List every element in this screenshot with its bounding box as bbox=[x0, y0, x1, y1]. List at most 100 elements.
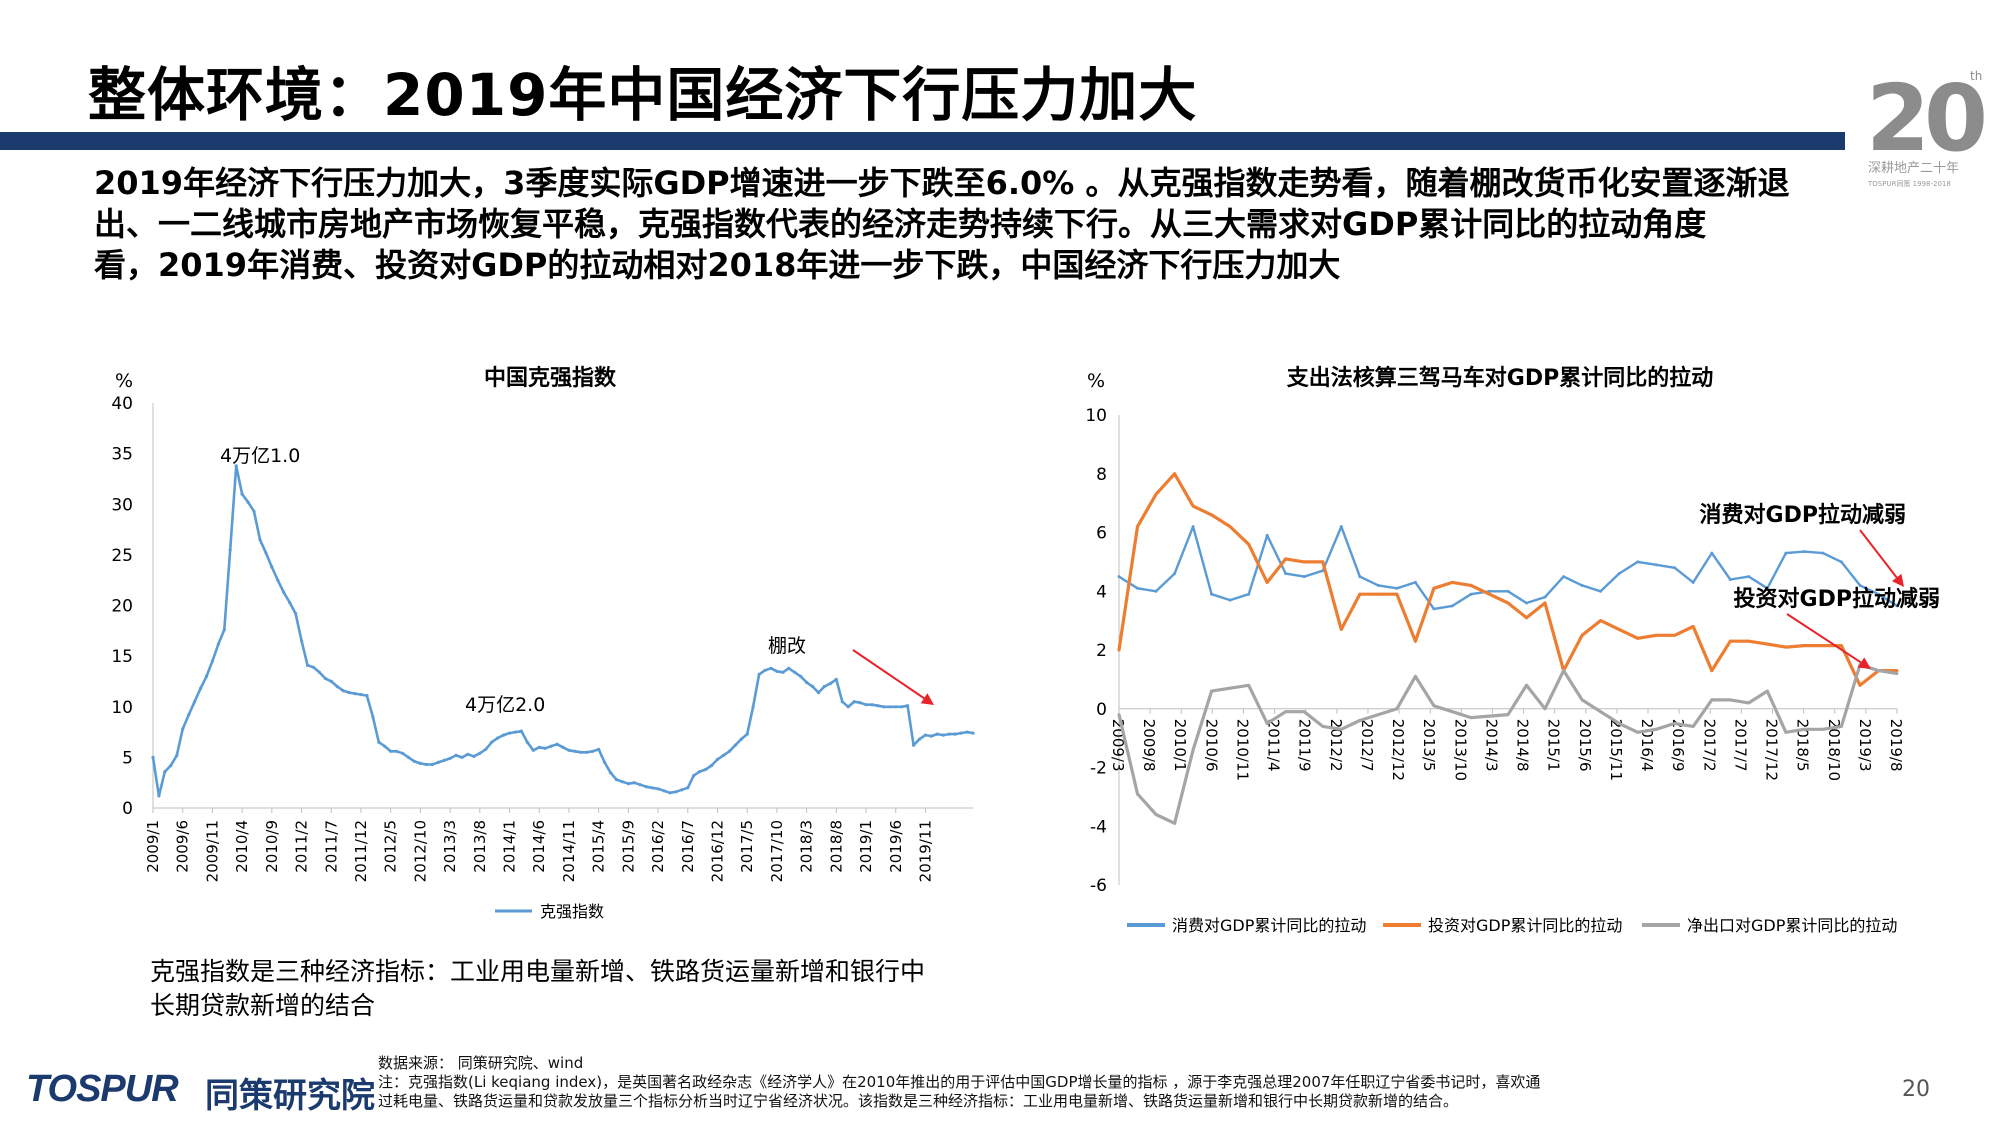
x-tick-label: 2017/7 bbox=[1731, 719, 1749, 772]
trend-arrow bbox=[1786, 613, 1862, 664]
x-tick-label: 2011/12 bbox=[352, 820, 370, 882]
x-tick-label: 2014/3 bbox=[1482, 719, 1500, 772]
data-point bbox=[1877, 592, 1880, 596]
y-tick-label: 20 bbox=[111, 597, 133, 617]
data-point bbox=[1247, 542, 1251, 546]
data-point bbox=[1376, 713, 1380, 717]
data-point bbox=[876, 704, 880, 708]
x-tick-label: 2014/11 bbox=[560, 820, 578, 882]
data-point bbox=[187, 713, 191, 717]
x-tick-label: 2015/9 bbox=[619, 820, 637, 873]
data-point bbox=[383, 744, 387, 748]
data-point bbox=[1821, 551, 1825, 555]
data-point bbox=[294, 612, 298, 616]
data-point bbox=[1543, 601, 1547, 605]
summary-line: 2019年经济下行压力加大，3季度实际GDP增速进一步下跌至6.0% 。从克强指… bbox=[94, 164, 1790, 202]
data-point bbox=[811, 684, 815, 689]
data-point bbox=[1210, 513, 1214, 517]
legend-label: 消费对GDP累计同比的拉动 bbox=[1172, 916, 1366, 935]
data-point bbox=[1673, 633, 1677, 637]
y-tick-label: 15 bbox=[111, 647, 133, 667]
x-tick-label: 2014/1 bbox=[501, 820, 519, 873]
data-point bbox=[1784, 730, 1788, 734]
data-point bbox=[1191, 504, 1195, 508]
x-tick-label: 2011/4 bbox=[1265, 719, 1283, 772]
data-point bbox=[525, 740, 529, 744]
data-point bbox=[1284, 710, 1288, 714]
data-point bbox=[668, 791, 672, 795]
data-point bbox=[1358, 592, 1362, 596]
y-tick-label: 2 bbox=[1096, 641, 1107, 661]
keqiang-note: 克强指数是三种经济指标：工业用电量新增、铁路货运量新增和银行中 长期贷款新增的结… bbox=[150, 955, 925, 1023]
x-tick-label: 2009/11 bbox=[203, 820, 221, 882]
title-underline-bar bbox=[0, 132, 1845, 150]
data-point bbox=[1895, 604, 1899, 608]
summary-line: 看，2019年消费、投资对GDP的拉动相对2018年进一步下跌，中国经济下行压力… bbox=[94, 246, 1341, 284]
data-point bbox=[834, 677, 838, 681]
data-point bbox=[1432, 586, 1436, 590]
x-tick-label: 2010/1 bbox=[1171, 719, 1189, 772]
data-point bbox=[371, 715, 375, 719]
y-tick-label: 40 bbox=[111, 394, 133, 414]
data-point bbox=[1839, 724, 1843, 728]
data-point bbox=[1488, 592, 1491, 596]
data-point bbox=[1321, 560, 1325, 564]
data-point bbox=[359, 693, 363, 697]
data-point bbox=[579, 750, 583, 754]
x-tick-label: 2015/4 bbox=[590, 820, 608, 873]
x-tick-label: 2012/10 bbox=[411, 820, 429, 882]
data-point bbox=[1654, 563, 1658, 567]
data-point bbox=[1599, 619, 1603, 623]
data-point bbox=[1376, 592, 1380, 596]
source-line: 数据来源： 同策研究院、wind bbox=[378, 1054, 584, 1072]
data-point bbox=[1506, 589, 1510, 593]
data-point bbox=[852, 700, 856, 704]
data-point bbox=[1117, 648, 1121, 652]
data-point bbox=[1691, 625, 1695, 628]
trend-arrow-head bbox=[920, 693, 934, 705]
legend-label: 净出口对GDP累计同比的拉动 bbox=[1687, 916, 1897, 935]
data-point bbox=[412, 759, 416, 763]
data-point bbox=[466, 752, 470, 756]
x-tick-label: 2011/2 bbox=[293, 820, 311, 873]
data-point bbox=[840, 700, 844, 704]
data-point bbox=[1339, 627, 1343, 631]
data-point bbox=[1728, 639, 1732, 643]
data-point bbox=[1654, 727, 1658, 731]
trend-arrow-head bbox=[1891, 573, 1904, 587]
data-point bbox=[436, 760, 440, 764]
data-point bbox=[1839, 560, 1843, 564]
data-point bbox=[1154, 492, 1158, 496]
data-point bbox=[1784, 551, 1788, 555]
data-point bbox=[490, 740, 494, 744]
data-point bbox=[401, 751, 405, 755]
chart-title: 中国克强指数 bbox=[484, 365, 617, 391]
data-point bbox=[763, 668, 767, 672]
x-tick-label: 2009/1 bbox=[144, 820, 162, 873]
data-point bbox=[769, 666, 773, 670]
data-point bbox=[900, 705, 904, 709]
data-point bbox=[418, 761, 422, 765]
data-point bbox=[424, 762, 428, 767]
data-point bbox=[1691, 580, 1695, 584]
data-point bbox=[1877, 669, 1880, 673]
data-point bbox=[1284, 572, 1288, 576]
data-point bbox=[323, 676, 327, 680]
data-point bbox=[1117, 575, 1121, 579]
x-tick-label: 2013/3 bbox=[441, 820, 459, 873]
x-tick-label: 2019/11 bbox=[916, 820, 934, 882]
data-point bbox=[430, 762, 434, 767]
x-tick-label: 2012/7 bbox=[1358, 719, 1376, 772]
data-point bbox=[953, 732, 957, 736]
trend-arrow bbox=[852, 649, 925, 700]
data-point bbox=[686, 786, 690, 790]
data-point bbox=[1450, 710, 1454, 714]
x-tick-label: 2019/6 bbox=[887, 820, 905, 873]
data-point bbox=[1858, 583, 1862, 587]
source-line: 注：克强指数(Li keqiang index)，是英国著名政经杂志《经济学人》… bbox=[378, 1073, 1541, 1091]
data-point bbox=[1784, 645, 1788, 649]
logo-number: 20 bbox=[1866, 65, 1984, 172]
data-point bbox=[531, 748, 535, 752]
x-tick-label: 2011/9 bbox=[1296, 719, 1314, 772]
data-point bbox=[1580, 633, 1584, 637]
